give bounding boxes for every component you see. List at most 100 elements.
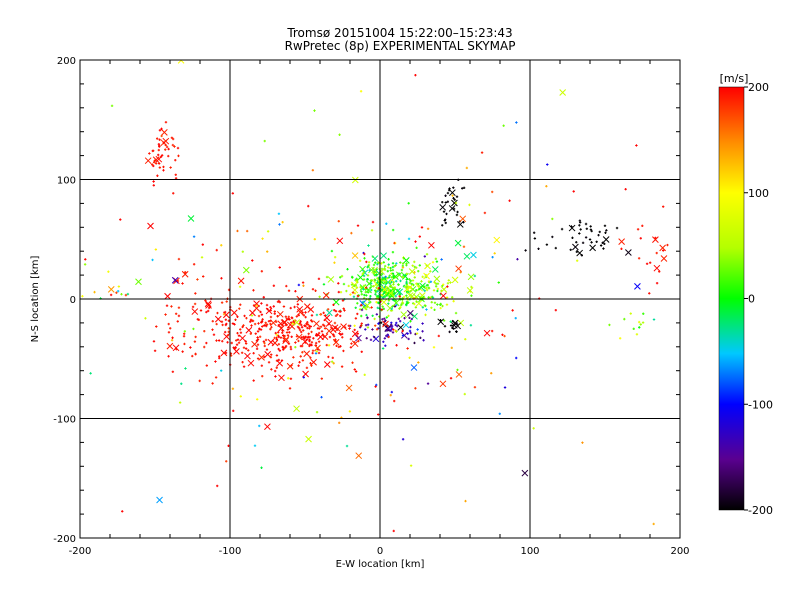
plus-marker bbox=[449, 281, 452, 284]
plus-marker bbox=[286, 328, 290, 331]
plus-marker bbox=[171, 143, 175, 147]
cross-marker bbox=[659, 244, 667, 252]
plus-marker bbox=[284, 346, 287, 349]
plus-marker bbox=[369, 294, 372, 298]
plus-marker bbox=[377, 261, 380, 264]
cross-marker bbox=[276, 310, 284, 318]
plus-marker bbox=[334, 338, 337, 341]
plus-marker bbox=[317, 277, 321, 281]
plus-marker bbox=[315, 334, 318, 337]
plus-marker bbox=[377, 322, 380, 325]
plus-marker bbox=[387, 314, 390, 318]
plus-marker bbox=[256, 338, 260, 341]
cross-marker bbox=[355, 334, 362, 342]
plus-marker bbox=[341, 332, 344, 336]
plus-marker bbox=[177, 314, 181, 318]
plus-marker bbox=[314, 341, 318, 345]
plus-marker bbox=[224, 351, 228, 355]
plus-marker bbox=[119, 218, 122, 221]
plus-marker bbox=[170, 338, 174, 342]
plus-marker bbox=[184, 367, 187, 370]
cross-marker bbox=[332, 298, 340, 306]
plus-marker bbox=[245, 229, 249, 233]
plus-marker bbox=[255, 304, 258, 307]
plus-marker bbox=[433, 308, 436, 312]
plus-marker bbox=[234, 346, 237, 349]
plus-marker bbox=[356, 294, 360, 298]
plus-marker bbox=[334, 310, 338, 313]
plus-marker bbox=[551, 217, 554, 221]
plus-marker bbox=[415, 332, 419, 335]
plus-marker bbox=[503, 386, 507, 389]
plus-marker bbox=[110, 104, 114, 108]
plus-marker bbox=[453, 198, 456, 201]
plus-marker bbox=[361, 300, 365, 304]
plus-marker bbox=[249, 332, 253, 335]
plus-marker bbox=[283, 334, 286, 338]
plus-marker bbox=[430, 306, 433, 309]
plus-marker bbox=[259, 310, 262, 314]
plus-marker bbox=[170, 305, 173, 308]
plus-marker bbox=[425, 288, 429, 292]
plus-marker bbox=[462, 186, 466, 190]
plus-marker bbox=[219, 369, 223, 372]
plus-marker bbox=[223, 310, 227, 314]
plus-marker bbox=[167, 355, 170, 358]
plus-marker bbox=[363, 252, 366, 256]
plus-marker bbox=[337, 282, 340, 285]
plus-marker bbox=[247, 349, 250, 352]
plus-marker bbox=[322, 334, 325, 338]
plus-marker bbox=[408, 281, 412, 285]
plus-marker bbox=[317, 351, 321, 355]
plus-marker bbox=[303, 335, 307, 339]
cross-marker bbox=[302, 370, 309, 378]
plus-marker bbox=[368, 269, 371, 272]
plus-marker bbox=[154, 162, 158, 165]
plus-marker bbox=[338, 133, 341, 136]
plus-marker bbox=[424, 304, 427, 308]
plus-marker bbox=[381, 318, 384, 321]
plus-marker bbox=[353, 328, 356, 332]
plus-marker bbox=[405, 294, 408, 297]
plus-marker bbox=[342, 349, 345, 353]
plus-marker bbox=[310, 364, 313, 367]
plus-marker bbox=[295, 335, 299, 338]
cross-marker bbox=[408, 268, 416, 275]
plus-marker bbox=[277, 323, 280, 327]
plus-marker bbox=[394, 280, 398, 283]
plus-marker bbox=[215, 248, 218, 252]
plus-marker bbox=[430, 301, 433, 304]
plus-marker bbox=[216, 311, 219, 315]
plus-marker bbox=[339, 333, 342, 336]
plus-marker bbox=[157, 153, 160, 157]
plus-marker bbox=[273, 312, 276, 315]
cross-marker bbox=[156, 496, 163, 504]
cross-marker bbox=[305, 435, 312, 443]
plus-marker bbox=[405, 280, 408, 284]
plus-marker bbox=[241, 325, 244, 329]
cross-marker bbox=[164, 292, 171, 300]
plus-marker bbox=[265, 303, 269, 307]
plus-marker bbox=[360, 303, 363, 307]
plus-marker bbox=[395, 262, 398, 265]
plus-marker bbox=[421, 275, 424, 279]
plus-marker bbox=[624, 188, 627, 191]
plus-marker bbox=[169, 327, 172, 330]
cross-marker bbox=[455, 371, 463, 378]
plus-marker bbox=[170, 136, 174, 139]
plus-marker bbox=[393, 291, 396, 295]
plus-marker bbox=[249, 320, 252, 323]
plus-marker bbox=[414, 73, 417, 77]
cross-marker bbox=[359, 265, 366, 273]
cross-marker bbox=[313, 320, 320, 328]
plus-marker bbox=[257, 314, 261, 318]
cross-marker bbox=[634, 282, 641, 290]
plus-marker bbox=[524, 249, 527, 252]
plus-marker bbox=[446, 282, 450, 285]
plus-marker bbox=[377, 413, 380, 416]
plus-marker bbox=[355, 278, 358, 281]
plus-marker bbox=[395, 344, 398, 347]
plus-marker bbox=[160, 127, 163, 131]
plus-marker bbox=[353, 324, 356, 327]
plus-marker bbox=[452, 207, 456, 211]
